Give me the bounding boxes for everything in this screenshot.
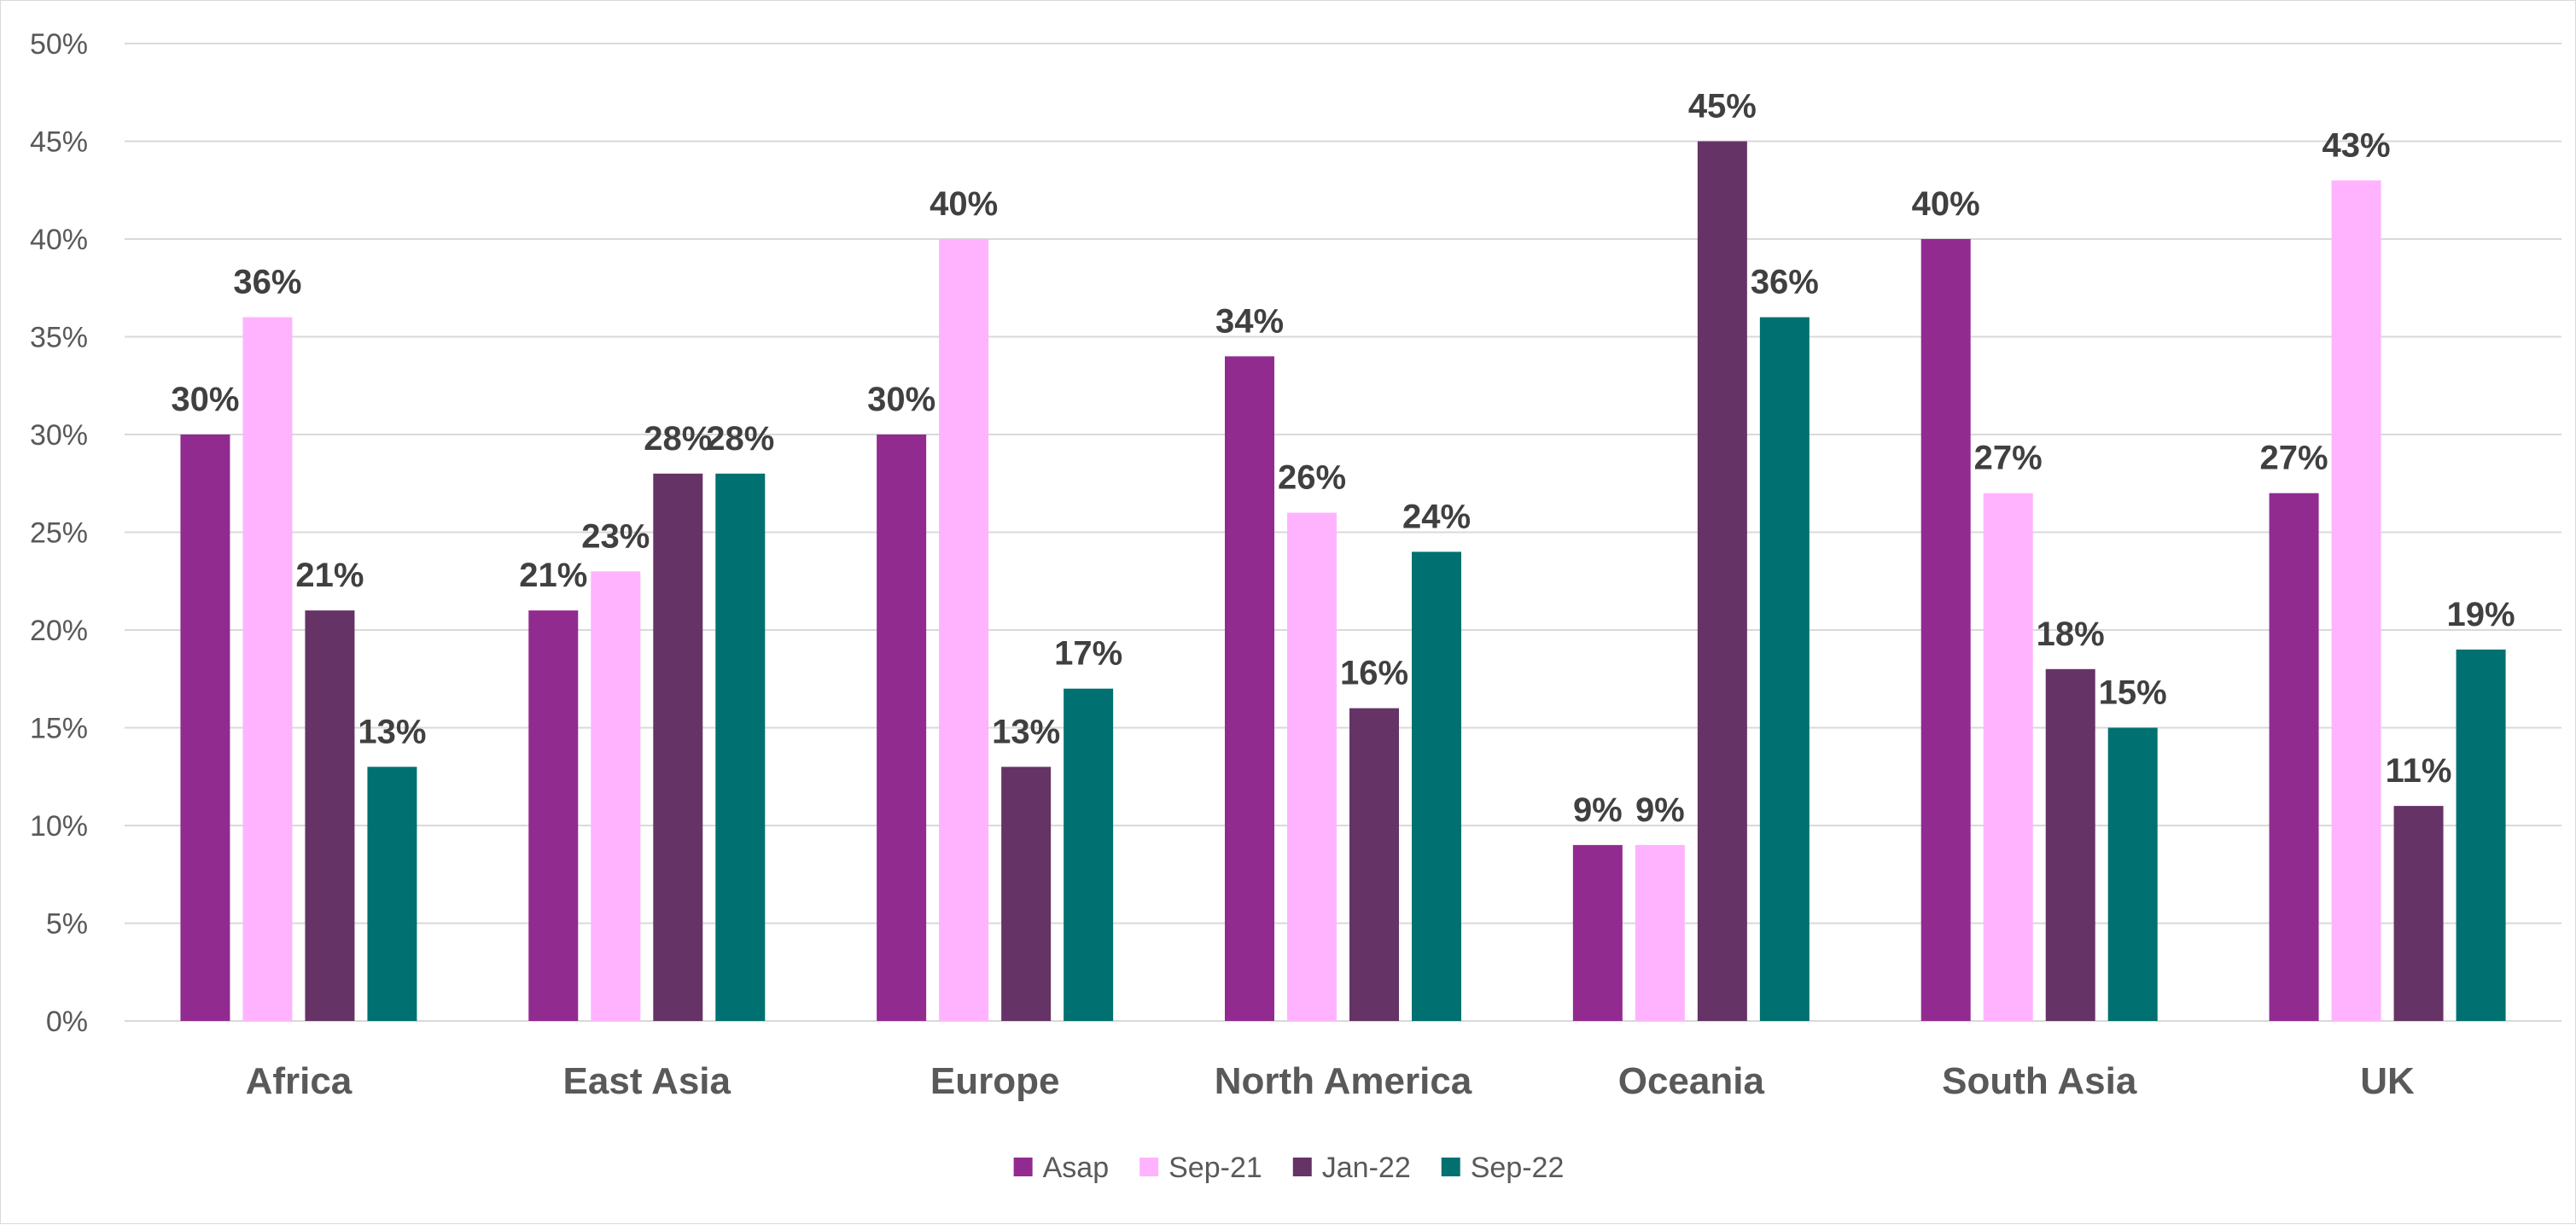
legend-label: Asap — [1043, 1152, 1110, 1184]
bar-sep-21 — [242, 317, 293, 1022]
bar-jan-22 — [2045, 668, 2095, 1021]
legend-label: Jan-22 — [1322, 1152, 1411, 1184]
data-label: 17% — [1054, 635, 1122, 673]
data-label: 24% — [1402, 498, 1471, 535]
bar-asap — [1572, 844, 1623, 1021]
bar-jan-22 — [1349, 708, 1399, 1021]
x-category-label: Oceania — [1618, 1060, 1765, 1102]
data-label: 9% — [1635, 791, 1685, 829]
legend-label: Sep-22 — [1471, 1152, 1565, 1184]
data-label: 30% — [171, 381, 239, 418]
bar-jan-22 — [305, 610, 355, 1021]
data-label: 28% — [644, 420, 712, 458]
bar-sep-22 — [367, 767, 417, 1021]
y-tick-label: 45% — [30, 126, 88, 159]
y-tick-label: 50% — [30, 28, 88, 61]
bar-sep-22 — [2456, 649, 2506, 1021]
bar-sep-21 — [1983, 493, 2033, 1021]
data-label: 40% — [1912, 185, 1980, 223]
data-label: 26% — [1278, 459, 1346, 497]
bar-asap — [2269, 493, 2319, 1021]
data-label: 28% — [706, 420, 774, 458]
bar-sep-22 — [1064, 688, 1114, 1021]
data-label: 21% — [295, 557, 364, 594]
y-tick-label: 40% — [30, 224, 88, 256]
bar-sep-21 — [1635, 844, 1685, 1021]
y-tick-label: 35% — [30, 322, 88, 354]
bar-sep-21 — [2331, 180, 2381, 1022]
bar-jan-22 — [2393, 806, 2444, 1021]
legend-swatch — [1139, 1158, 1159, 1176]
x-category-label: UK — [2360, 1060, 2415, 1102]
bar-asap — [1225, 356, 1274, 1021]
bar-jan-22 — [1001, 767, 1052, 1021]
data-label: 45% — [1688, 88, 1757, 125]
bar-asap — [528, 610, 579, 1021]
legend-swatch — [1441, 1158, 1460, 1176]
data-label: 11% — [2386, 752, 2452, 790]
x-category-label: Europe — [930, 1060, 1060, 1102]
legend-item: Jan-22 — [1292, 1152, 1411, 1184]
x-category-label: East Asia — [563, 1060, 731, 1102]
bar-asap — [1920, 239, 1971, 1021]
data-label: 36% — [1751, 264, 1819, 301]
bar-jan-22 — [653, 473, 703, 1021]
bar-sep-22 — [1412, 551, 1461, 1021]
data-label: 19% — [2447, 596, 2515, 633]
bar-sep-22 — [1759, 317, 1810, 1022]
data-label: 36% — [233, 264, 301, 301]
legend-label: Sep-21 — [1169, 1152, 1262, 1184]
legend-item: Asap — [1013, 1152, 1110, 1184]
data-label: 13% — [992, 713, 1060, 750]
bar-jan-22 — [1697, 141, 1747, 1021]
y-tick-label: 0% — [46, 1006, 88, 1038]
legend-swatch — [1013, 1158, 1033, 1176]
legend-item: Sep-21 — [1139, 1152, 1262, 1184]
x-category-label: North America — [1215, 1060, 1472, 1102]
bar-asap — [877, 435, 927, 1021]
y-tick-label: 10% — [30, 810, 88, 843]
data-label: 23% — [581, 517, 650, 555]
data-label: 27% — [1974, 440, 2043, 477]
data-label: 27% — [2260, 440, 2328, 477]
y-tick-label: 30% — [30, 419, 88, 452]
data-label: 21% — [519, 557, 587, 594]
data-label: 9% — [1573, 791, 1623, 829]
y-tick-label: 25% — [30, 517, 88, 550]
y-tick-label: 5% — [46, 908, 88, 941]
data-label: 40% — [930, 185, 998, 223]
y-tick-label: 20% — [30, 615, 88, 647]
data-label: 15% — [2099, 674, 2167, 712]
data-label: 34% — [1215, 302, 1284, 340]
y-tick-label: 15% — [30, 713, 88, 745]
bar-sep-21 — [1287, 512, 1337, 1021]
data-label: 16% — [1340, 655, 1408, 692]
bar-sep-21 — [591, 571, 641, 1021]
data-label: 13% — [358, 713, 426, 750]
legend-item: Sep-22 — [1441, 1152, 1565, 1184]
data-label: 43% — [2322, 126, 2391, 164]
bar-sep-22 — [2107, 727, 2158, 1021]
x-category-label: Africa — [246, 1060, 353, 1102]
bar-sep-22 — [715, 473, 766, 1021]
legend-swatch — [1292, 1158, 1312, 1176]
data-label: 30% — [867, 381, 935, 418]
x-category-label: South Asia — [1942, 1060, 2137, 1102]
bar-sep-21 — [939, 239, 989, 1021]
data-label: 18% — [2037, 615, 2105, 653]
bar-asap — [180, 435, 230, 1021]
